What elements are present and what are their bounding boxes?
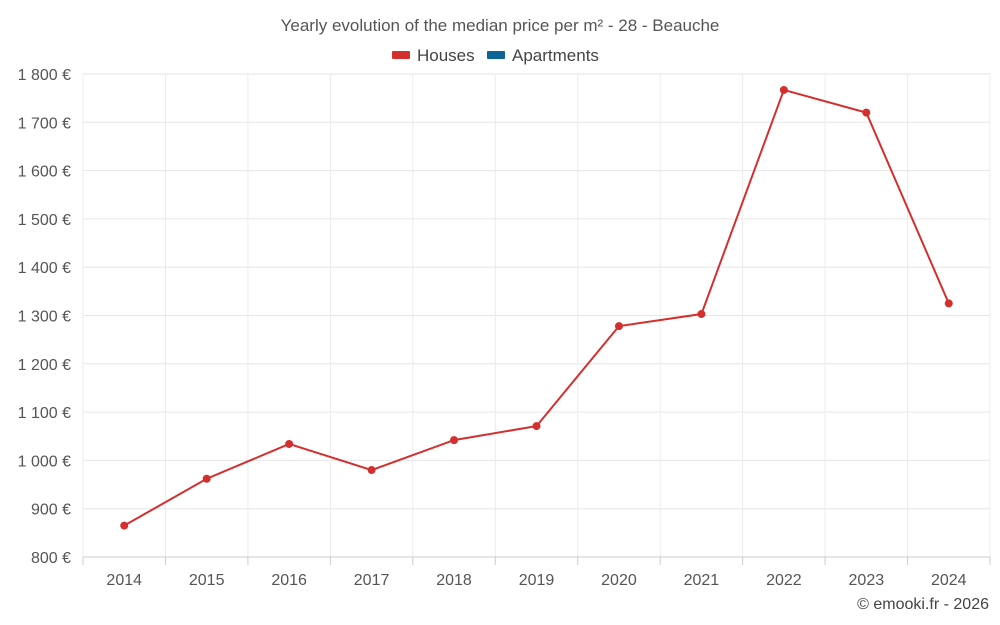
x-tick-label: 2023 bbox=[849, 572, 885, 589]
credit-text: © emooki.fr - 2026 bbox=[857, 596, 989, 613]
series-layer bbox=[120, 85, 953, 530]
x-tick-label: 2018 bbox=[436, 572, 472, 589]
legend-label-apartments[interactable]: Apartments bbox=[512, 46, 599, 65]
legend-swatch-houses[interactable] bbox=[392, 51, 410, 59]
x-tick-label: 2016 bbox=[271, 572, 307, 589]
legend: Houses Apartments bbox=[392, 46, 599, 65]
x-tick-label: 2019 bbox=[519, 572, 555, 589]
x-tick-label: 2017 bbox=[354, 572, 390, 589]
grid bbox=[82, 73, 991, 558]
x-axis: 2014 2015 2016 2017 2018 2019 2020 2021 2022 2023… bbox=[82, 556, 991, 589]
data-point-houses[interactable] bbox=[697, 310, 706, 319]
x-tick-label: 2024 bbox=[931, 572, 967, 589]
y-tick-label: 1 600 € bbox=[18, 164, 71, 181]
x-tick-label: 2021 bbox=[684, 572, 720, 589]
data-point-houses[interactable] bbox=[944, 299, 953, 308]
chart-title: Yearly evolution of the median price per… bbox=[281, 16, 720, 35]
x-tick-label: 2020 bbox=[601, 572, 637, 589]
legend-swatch-apartments[interactable] bbox=[487, 51, 505, 59]
y-tick-label: 1 200 € bbox=[18, 357, 71, 374]
y-tick-label: 1 500 € bbox=[18, 212, 71, 229]
y-tick-label: 1 800 € bbox=[18, 67, 71, 84]
y-tick-label: 1 300 € bbox=[18, 309, 71, 326]
data-point-houses[interactable] bbox=[779, 85, 788, 94]
x-tick-label: 2015 bbox=[189, 572, 225, 589]
data-point-houses[interactable] bbox=[202, 474, 211, 483]
y-tick-label: 1 400 € bbox=[18, 260, 71, 277]
x-tick-label: 2022 bbox=[766, 572, 802, 589]
data-point-houses[interactable] bbox=[532, 422, 541, 431]
data-point-houses[interactable] bbox=[614, 322, 623, 331]
x-tick-label: 2014 bbox=[106, 572, 142, 589]
y-tick-label: 1 000 € bbox=[18, 453, 71, 470]
y-tick-label: 1 700 € bbox=[18, 115, 71, 132]
legend-label-houses[interactable]: Houses bbox=[417, 46, 475, 65]
y-axis: 800 € 900 € 1 000 € 1 100 € 1 200 € 1 300 € 1 … bbox=[18, 67, 71, 567]
data-point-houses[interactable] bbox=[120, 521, 129, 530]
data-point-houses[interactable] bbox=[450, 436, 459, 445]
y-tick-label: 900 € bbox=[31, 502, 71, 519]
data-point-houses[interactable] bbox=[367, 466, 376, 475]
y-tick-label: 1 100 € bbox=[18, 405, 71, 422]
data-point-houses[interactable] bbox=[285, 439, 294, 448]
y-tick-label: 800 € bbox=[31, 550, 71, 567]
data-point-houses[interactable] bbox=[862, 108, 871, 117]
